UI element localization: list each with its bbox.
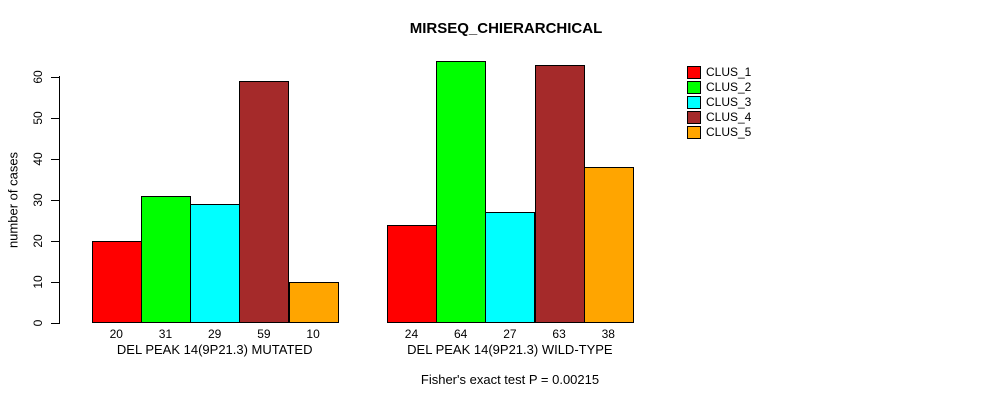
bar-clus_1: [386, 224, 438, 324]
y-tick: [51, 241, 60, 243]
legend-item: CLUS_2: [687, 80, 751, 95]
annotation-fisher-test: Fisher's exact test P = 0.00215: [420, 372, 600, 387]
bar-clus_5: [288, 282, 339, 324]
y-tick-label: 60: [31, 70, 45, 84]
y-tick-label: 10: [31, 275, 45, 289]
legend-item: CLUS_4: [687, 110, 751, 125]
y-tick: [51, 159, 60, 161]
bar-value-label: 64: [454, 327, 468, 341]
legend-swatch: [687, 96, 701, 109]
legend-swatch: [687, 81, 701, 94]
legend-swatch: [687, 66, 701, 79]
bar-clus_2: [140, 196, 192, 324]
legend-swatch: [687, 126, 701, 139]
y-tick: [51, 323, 60, 325]
legend: CLUS_1 CLUS_2 CLUS_3 CLUS_4 CLUS_5: [687, 65, 751, 140]
y-tick-label: 30: [31, 193, 45, 207]
legend-item: CLUS_1: [687, 65, 751, 80]
legend-label: CLUS_4: [706, 110, 752, 124]
bar-value-label: 31: [158, 327, 173, 341]
y-tick-label: 20: [31, 234, 45, 248]
legend-label: CLUS_2: [706, 80, 752, 94]
bar-clus_4: [534, 64, 585, 324]
bar-clus_1: [91, 241, 142, 324]
y-tick: [51, 282, 60, 284]
y-tick-label: 50: [31, 111, 45, 125]
bar-clus_3: [485, 212, 536, 324]
legend-label: CLUS_1: [706, 65, 752, 79]
group-label: DEL PEAK 14(9P21.3) MUTATED: [116, 342, 313, 357]
bar-clus_3: [190, 204, 241, 324]
bar-clus_2: [436, 60, 487, 324]
legend-item: CLUS_5: [687, 125, 751, 140]
y-tick: [51, 200, 60, 202]
bar-value-label: 27: [503, 327, 517, 341]
group-label: DEL PEAK 14(9P21.3) WILD-TYPE: [407, 342, 613, 357]
y-tick: [51, 77, 60, 78]
chart-title: MIRSEQ_CHIERARCHICAL: [409, 20, 603, 37]
bar-value-label: 24: [404, 327, 419, 341]
bar-value-label: 20: [109, 327, 123, 341]
legend-item: CLUS_3: [687, 95, 751, 110]
bar-clus_4: [239, 81, 290, 324]
bar-value-label: 63: [552, 327, 566, 341]
legend-label: CLUS_5: [706, 125, 752, 139]
y-tick-label: 0: [31, 319, 45, 327]
bar-value-label: 29: [208, 327, 222, 341]
bar-value-label: 59: [257, 327, 271, 341]
legend-swatch: [687, 111, 701, 124]
legend-label: CLUS_3: [706, 95, 752, 109]
bar-value-label: 38: [601, 327, 615, 341]
y-axis-line: [59, 76, 60, 324]
bar-clus_5: [583, 167, 634, 324]
bar-value-label: 10: [306, 327, 320, 341]
y-tick: [51, 118, 60, 120]
y-tick-label: 40: [31, 152, 45, 166]
